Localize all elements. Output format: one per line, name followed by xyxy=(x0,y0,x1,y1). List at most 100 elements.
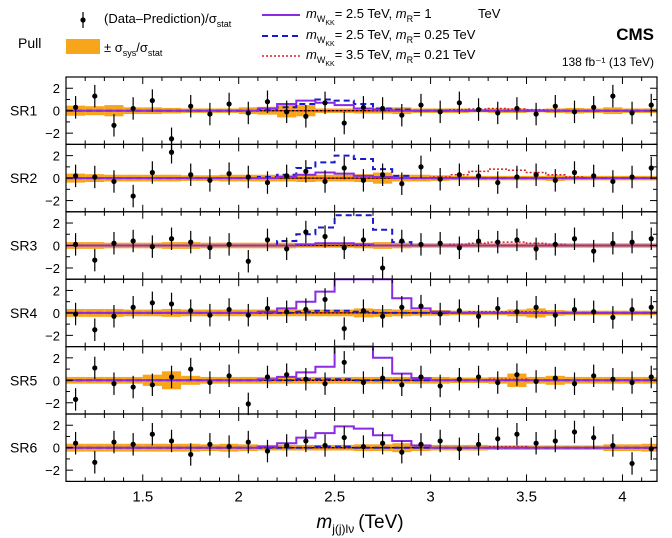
x-tick-label: 2 xyxy=(235,488,243,505)
data-point xyxy=(629,306,635,313)
data-point xyxy=(303,113,309,119)
legend-sig1-part2: = 1 xyxy=(413,6,431,21)
data-point xyxy=(399,181,405,187)
legend-sig3-part2: = 0.21 TeV xyxy=(413,47,476,62)
legend-data-label: (Data–Prediction)/σstat xyxy=(104,11,232,29)
data-point xyxy=(149,300,155,306)
data-point xyxy=(571,109,578,115)
data-point xyxy=(495,305,501,312)
data-point xyxy=(380,375,386,381)
data-point xyxy=(552,241,558,247)
legend-sig3-part1: = 3.5 TeV, xyxy=(335,47,396,62)
legend-sig2-part2: = 0.25 TeV xyxy=(413,27,476,42)
data-point xyxy=(591,434,597,441)
data-point xyxy=(533,378,539,385)
data-point xyxy=(72,311,79,317)
data-point xyxy=(399,112,405,118)
y-tick-label: 2 xyxy=(53,216,60,231)
data-point xyxy=(648,374,654,380)
data-point xyxy=(437,311,443,317)
data-point xyxy=(437,109,443,115)
data-point xyxy=(380,440,386,446)
data-point xyxy=(437,383,443,389)
data-point xyxy=(303,229,309,235)
data-point xyxy=(437,240,443,246)
data-point xyxy=(264,237,271,243)
data-point xyxy=(111,178,117,185)
data-point xyxy=(130,105,136,112)
signal-line-mwkk-2.5-mr-0.25 xyxy=(66,98,657,112)
data-point xyxy=(571,381,578,387)
data-point xyxy=(322,381,328,387)
data-point xyxy=(111,240,117,246)
data-point xyxy=(207,111,213,117)
legend-band-label: ± σsys/σstat xyxy=(104,40,163,58)
data-point xyxy=(284,173,290,179)
data-point xyxy=(475,106,482,113)
data-point xyxy=(456,308,462,314)
data-point xyxy=(360,104,367,110)
legend-sig3-m2: m xyxy=(396,47,407,62)
x-tick-label: 3 xyxy=(426,488,434,505)
data-point xyxy=(418,241,424,247)
data-point xyxy=(533,246,539,252)
experiment-label: CMS xyxy=(616,25,654,44)
signal-line-mwkk-2.5-mr-1 xyxy=(66,278,657,314)
data-point xyxy=(648,446,654,452)
data-point xyxy=(284,309,290,315)
data-point xyxy=(514,174,520,180)
data-point xyxy=(571,429,578,435)
data-point xyxy=(495,379,501,386)
legend-sig1-part3: TeV xyxy=(478,6,501,21)
data-point xyxy=(571,169,578,176)
data-point xyxy=(552,103,558,109)
data-point xyxy=(591,309,597,315)
data-point xyxy=(284,372,290,378)
legend-data-entry: (Data–Prediction)/σstat xyxy=(80,11,232,29)
data-point xyxy=(399,304,405,310)
data-point xyxy=(92,459,98,465)
data-point xyxy=(149,169,155,176)
data-point xyxy=(284,109,290,115)
data-point xyxy=(72,104,79,110)
data-point xyxy=(629,379,635,386)
signal-line-mwkk-2.5-mr-1 xyxy=(66,171,657,180)
panels: 2 0 −2 SR1 2 0 −2 SR2 2 0 −2 SR3 2 0 −2 SR4 2 0 −2 SR5 2 0 −2 S… xyxy=(10,76,658,483)
data-point xyxy=(648,102,654,108)
legend-sig3-kk: KK xyxy=(325,61,335,68)
data-point xyxy=(245,312,251,318)
y-tick-label: 2 xyxy=(53,149,60,164)
y-tick-label: 2 xyxy=(53,81,60,96)
panel-sr5: 2 0 −2 SR5 xyxy=(10,345,658,416)
data-point xyxy=(111,439,117,445)
y-tick-label: −2 xyxy=(45,396,60,411)
legend-sig2-label: mWKK= 2.5 TeV, mR= 0.25 TeV xyxy=(306,27,476,48)
data-point xyxy=(207,312,213,318)
signal-line-mwkk-2.5-mr-1 xyxy=(66,242,657,247)
data-point xyxy=(264,179,271,186)
y-tick-label: 0 xyxy=(53,104,60,119)
legend-sig1-label: mWKK= 2.5 TeV, mR= 1 TeV xyxy=(306,6,501,27)
data-point xyxy=(303,306,309,313)
data-point xyxy=(111,381,117,387)
legend-sig2-w: W xyxy=(317,35,326,45)
data-point xyxy=(264,448,271,454)
data-point xyxy=(437,438,443,444)
region-label: SR6 xyxy=(10,440,37,456)
data-point xyxy=(130,238,136,244)
data-point xyxy=(303,438,309,444)
data-point xyxy=(495,110,501,116)
data-point xyxy=(437,176,443,182)
data-point xyxy=(399,238,405,244)
data-point xyxy=(168,136,175,142)
data-point xyxy=(188,172,194,178)
data-point xyxy=(341,326,347,332)
data-point xyxy=(72,396,79,402)
data-point xyxy=(264,305,271,312)
data-point xyxy=(456,172,462,178)
data-point xyxy=(226,306,232,313)
data-point xyxy=(629,110,635,116)
data-point xyxy=(72,241,79,247)
data-point xyxy=(360,237,367,243)
y-tick-label: 2 xyxy=(53,283,60,298)
